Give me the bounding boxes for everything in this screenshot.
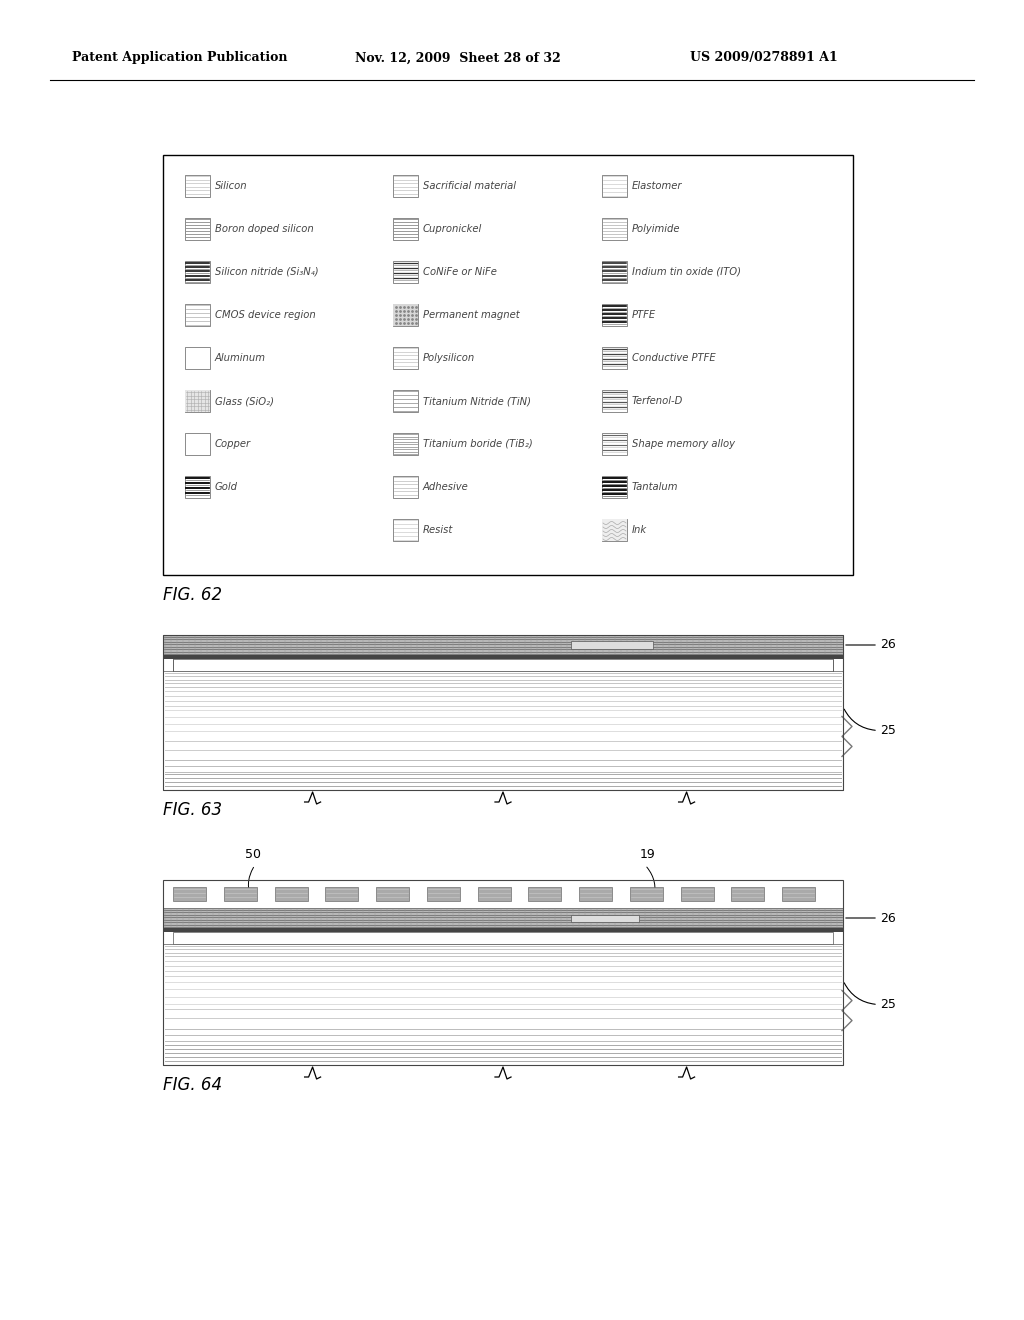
Bar [185,261,210,282]
Bar [185,433,210,455]
Bar [427,887,460,902]
Bar [602,519,627,541]
Bar [602,433,627,455]
Bar [393,261,418,282]
Bar [528,887,561,902]
Text: Sacrificial material: Sacrificial material [423,181,516,191]
Text: Resist: Resist [423,525,454,535]
Bar [602,389,627,412]
Text: Conductive PTFE: Conductive PTFE [632,352,716,363]
Text: Tantalum: Tantalum [632,482,679,492]
Text: Glass (SiO₂): Glass (SiO₂) [215,396,274,407]
Bar [393,176,418,197]
Bar [376,887,409,902]
Text: CoNiFe or NiFe: CoNiFe or NiFe [423,267,497,277]
Bar [326,887,358,902]
Text: FIG. 62: FIG. 62 [163,586,222,605]
Bar [630,887,663,902]
Text: Ink: Ink [632,525,647,535]
Bar [477,887,511,902]
Bar [580,887,612,902]
Bar [163,880,843,1065]
Bar [163,671,843,789]
Bar [602,218,627,240]
Text: Adhesive: Adhesive [423,482,469,492]
Text: Nov. 12, 2009  Sheet 28 of 32: Nov. 12, 2009 Sheet 28 of 32 [355,51,561,65]
Bar [393,433,418,455]
Text: Silicon nitride (Si₃N₄): Silicon nitride (Si₃N₄) [215,267,318,277]
Bar [274,887,307,902]
Bar [571,642,652,649]
Bar [163,944,843,1065]
Text: 25: 25 [880,723,896,737]
Bar [602,477,627,498]
Text: 25: 25 [880,998,896,1011]
Bar [571,915,639,921]
Text: US 2009/0278891 A1: US 2009/0278891 A1 [690,51,838,65]
Text: Terfenol-D: Terfenol-D [632,396,683,407]
Bar [163,635,843,655]
Text: Silicon: Silicon [215,181,248,191]
Bar [185,389,210,412]
Text: Shape memory alloy: Shape memory alloy [632,440,735,449]
Bar [163,154,853,576]
Bar [731,887,765,902]
Bar [681,887,714,902]
Text: Boron doped silicon: Boron doped silicon [215,224,313,234]
Text: PTFE: PTFE [632,310,656,319]
Bar [163,635,843,789]
Bar [393,519,418,541]
Bar [393,304,418,326]
Bar [173,932,833,944]
Bar [224,887,257,902]
Text: Elastomer: Elastomer [632,181,683,191]
Text: Copper: Copper [215,440,251,449]
Bar [163,908,843,928]
Bar [185,304,210,326]
Bar [393,218,418,240]
Bar [185,218,210,240]
Text: Cupronickel: Cupronickel [423,224,482,234]
Bar [602,347,627,370]
Bar [163,655,843,659]
Text: Polyimide: Polyimide [632,224,681,234]
Bar [393,347,418,370]
Text: FIG. 64: FIG. 64 [163,1076,222,1094]
Bar [185,389,210,412]
Bar [602,261,627,282]
Text: 26: 26 [880,912,896,924]
Bar [602,304,627,326]
Text: Permanent magnet: Permanent magnet [423,310,519,319]
Text: Polysilicon: Polysilicon [423,352,475,363]
Bar [173,887,206,902]
Bar [163,928,843,932]
Bar [782,887,815,902]
Bar [185,176,210,197]
Bar [185,477,210,498]
Bar [393,304,418,326]
Text: Titanium Nitride (TiN): Titanium Nitride (TiN) [423,396,531,407]
Text: 50: 50 [245,849,261,862]
Text: Gold: Gold [215,482,238,492]
Text: 19: 19 [640,849,655,862]
Bar [393,389,418,412]
Text: Titanium boride (TiB₂): Titanium boride (TiB₂) [423,440,532,449]
Text: Patent Application Publication: Patent Application Publication [72,51,288,65]
Bar [173,659,833,671]
Text: CMOS device region: CMOS device region [215,310,315,319]
Bar [602,176,627,197]
Text: Aluminum: Aluminum [215,352,266,363]
Text: 26: 26 [880,639,896,652]
Bar [185,347,210,370]
Text: Indium tin oxide (ITO): Indium tin oxide (ITO) [632,267,741,277]
Bar [602,519,627,541]
Bar [393,477,418,498]
Text: FIG. 63: FIG. 63 [163,801,222,818]
